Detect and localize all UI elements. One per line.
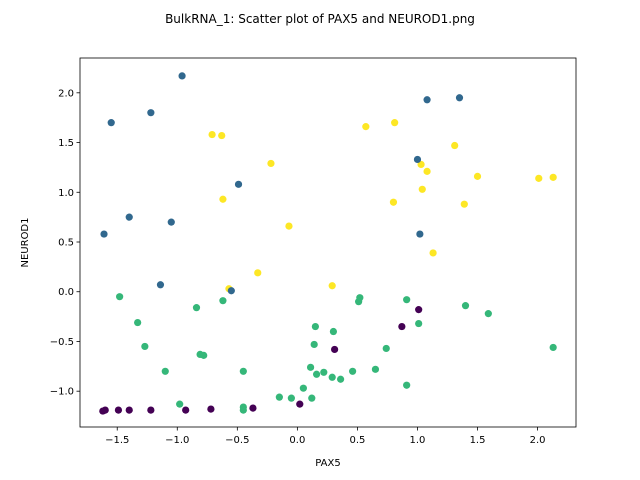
data-point <box>134 318 142 327</box>
plot-area-frame <box>79 57 577 428</box>
data-point <box>114 406 123 414</box>
data-point <box>349 367 357 375</box>
data-point <box>267 159 275 168</box>
data-point <box>535 174 543 182</box>
y-tick-label: 2.0 <box>58 88 74 99</box>
y-axis-ticks: −1.0 −0.5 0.0 0.5 1.0 1.5 2.0 <box>50 88 80 398</box>
data-point <box>249 404 257 412</box>
y-tick-label: 0.5 <box>58 238 74 249</box>
data-point <box>423 96 431 104</box>
x-tick-label: 2.0 <box>530 435 546 446</box>
data-point <box>208 130 216 139</box>
data-point <box>549 343 557 352</box>
data-point <box>418 185 426 193</box>
data-point <box>207 405 215 413</box>
data-point <box>275 393 283 401</box>
points-layer <box>99 72 557 415</box>
data-point <box>182 406 190 414</box>
data-point <box>147 406 155 414</box>
data-point <box>328 282 336 290</box>
chart-title: BulkRNA_1: Scatter plot of PAX5 and NEUR… <box>165 12 475 26</box>
data-point <box>234 180 243 188</box>
data-point <box>219 195 227 203</box>
x-tick-label: 1.5 <box>470 435 486 446</box>
data-point <box>218 131 226 140</box>
x-tick-label: −0.5 <box>225 435 249 446</box>
data-point <box>362 123 370 131</box>
data-point <box>178 72 186 80</box>
data-point <box>413 155 422 164</box>
data-point <box>416 230 424 238</box>
data-point <box>308 394 316 402</box>
x-axis-label: PAX5 <box>315 458 340 469</box>
y-axis-label: NEUROD1 <box>20 218 31 268</box>
data-point <box>549 173 557 181</box>
x-tick-label: −1.5 <box>105 435 129 446</box>
data-point <box>371 365 380 373</box>
data-point <box>219 297 227 305</box>
data-point <box>460 200 468 208</box>
data-point <box>116 293 124 301</box>
y-tick-label: −0.5 <box>50 337 74 348</box>
data-point <box>239 367 247 375</box>
y-tick-label: −1.0 <box>50 387 74 398</box>
data-point <box>455 94 464 102</box>
data-point <box>101 406 109 414</box>
data-point <box>451 141 459 150</box>
data-point <box>125 406 133 414</box>
data-point <box>329 327 338 336</box>
data-point <box>415 319 423 328</box>
data-point <box>391 119 399 127</box>
data-point <box>147 109 155 117</box>
data-point <box>429 249 437 257</box>
data-point <box>200 351 208 359</box>
data-point <box>337 375 345 383</box>
data-point <box>100 230 108 238</box>
x-tick-label: 0.0 <box>289 435 305 446</box>
data-point <box>299 384 307 392</box>
data-point <box>312 370 321 378</box>
data-point <box>125 213 133 221</box>
data-point <box>398 322 406 331</box>
data-point <box>320 368 328 376</box>
data-point <box>296 400 304 408</box>
data-point <box>107 119 115 127</box>
data-point <box>484 310 492 318</box>
x-tick-label: −1.0 <box>165 435 189 446</box>
data-point <box>306 363 315 371</box>
y-tick-label: 1.0 <box>58 188 74 199</box>
x-tick-label: 1.0 <box>410 435 426 446</box>
data-point <box>356 294 364 302</box>
data-point <box>403 381 411 389</box>
data-point <box>423 167 431 175</box>
data-point <box>331 345 339 354</box>
data-point <box>176 400 184 408</box>
data-point <box>415 306 423 314</box>
data-point <box>473 172 482 180</box>
y-tick-label: 0.0 <box>58 287 74 298</box>
data-point <box>285 222 293 230</box>
data-point <box>141 342 149 351</box>
data-point <box>239 406 247 414</box>
data-point <box>310 340 318 349</box>
x-axis-ticks: −1.5 −1.0 −0.5 0.0 0.5 1.0 1.5 2.0 <box>105 427 546 446</box>
data-point <box>417 160 425 169</box>
data-point <box>389 198 398 206</box>
data-point <box>161 367 169 375</box>
y-tick-label: 1.5 <box>58 138 74 149</box>
data-point <box>328 373 336 381</box>
data-point <box>287 394 295 402</box>
data-point <box>461 302 470 310</box>
data-point <box>192 304 201 312</box>
data-point <box>167 218 175 226</box>
x-tick-label: 0.5 <box>349 435 365 446</box>
data-point <box>227 287 235 295</box>
data-point <box>311 322 319 331</box>
data-point <box>403 296 411 304</box>
data-point <box>382 344 390 353</box>
data-point <box>254 269 262 277</box>
data-point <box>156 281 165 289</box>
